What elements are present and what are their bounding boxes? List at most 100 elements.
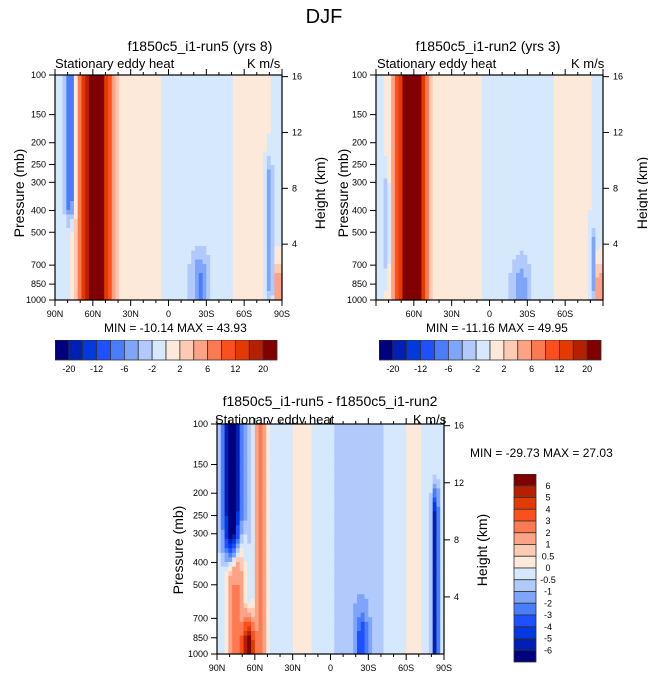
contour-cell	[55, 147, 60, 153]
contour-cell	[92, 273, 98, 279]
contour-cell	[194, 97, 200, 103]
contour-cell	[217, 237, 223, 243]
contour-cell	[100, 295, 105, 301]
contour-cell	[77, 79, 83, 85]
contour-cell	[123, 120, 128, 126]
contour-cell	[210, 156, 215, 162]
contour-cell	[550, 165, 555, 171]
contour-cell	[225, 201, 230, 207]
contour-cell	[138, 156, 143, 162]
contour-cell	[270, 210, 276, 216]
contour-cell	[580, 115, 585, 121]
contour-cell	[379, 129, 385, 135]
contour-cell	[179, 264, 185, 270]
contour-cell	[565, 93, 570, 99]
contour-cell	[198, 223, 204, 229]
contour-cell	[523, 151, 528, 157]
contour-cell	[259, 232, 264, 238]
contour-cell	[153, 277, 158, 283]
contour-cell	[153, 174, 158, 180]
contour-cell	[202, 255, 207, 261]
contour-cell	[115, 165, 120, 171]
contour-cell	[89, 174, 94, 180]
contour-cell	[459, 160, 464, 166]
contour-cell	[229, 205, 234, 211]
contour-cell	[164, 165, 170, 171]
contour-cell	[497, 75, 502, 81]
contour-cell	[77, 277, 83, 283]
contour-cell	[164, 232, 170, 238]
contour-cell	[58, 219, 64, 225]
contour-cell	[383, 174, 388, 180]
contour-cell	[123, 111, 128, 117]
colorbar-label: -6	[120, 364, 128, 374]
contour-cell	[417, 196, 422, 202]
contour-cell	[527, 129, 532, 135]
contour-cell	[62, 133, 67, 139]
contour-cell	[398, 120, 404, 126]
contour-cell	[213, 142, 219, 148]
contour-cell	[402, 84, 407, 90]
contour-cell	[213, 246, 219, 252]
contour-cell	[153, 79, 158, 85]
contour-cell	[474, 93, 479, 99]
contour-cell	[410, 124, 415, 130]
contour-cell	[236, 151, 241, 157]
contour-cell	[391, 102, 396, 108]
contour-cell	[391, 183, 396, 189]
contour-cell	[73, 124, 79, 130]
contour-cell	[240, 93, 245, 99]
contour-cell	[217, 214, 223, 220]
contour-cell	[217, 124, 223, 130]
contour-cell	[138, 174, 143, 180]
contour-cell	[232, 250, 238, 256]
contour-cell	[580, 124, 585, 130]
contour-cell	[534, 187, 540, 193]
contour-cell	[138, 111, 143, 117]
contour-cell	[229, 264, 234, 270]
contour-cell	[263, 295, 268, 301]
contour-cell	[145, 102, 151, 108]
contour-cell	[440, 106, 445, 112]
contour-cell	[81, 102, 86, 108]
contour-cell	[379, 205, 385, 211]
contour-cell	[111, 84, 117, 90]
contour-cell	[278, 147, 283, 153]
contour-cell	[466, 169, 472, 175]
contour-cell	[142, 196, 147, 202]
contour-cell	[187, 250, 192, 256]
contour-cell	[123, 273, 128, 279]
contour-cell	[172, 237, 177, 243]
contour-cell	[183, 210, 189, 216]
contour-cell	[546, 97, 551, 103]
contour-cell	[398, 147, 404, 153]
contour-cell	[398, 196, 404, 202]
contour-cell	[240, 160, 245, 166]
contour-cell	[444, 187, 449, 193]
contour-cell	[130, 232, 136, 238]
contour-cell	[194, 133, 200, 139]
contour-cell	[428, 187, 434, 193]
contour-cell	[138, 183, 143, 189]
contour-cell	[85, 210, 90, 216]
contour-cell	[447, 160, 453, 166]
contour-cell	[447, 111, 453, 117]
contour-cell	[92, 246, 98, 252]
contour-cell	[519, 187, 525, 193]
contour-cell	[176, 115, 181, 121]
contour-cell	[145, 223, 151, 229]
contour-cell	[198, 264, 204, 270]
contour-cell	[217, 192, 223, 198]
contour-cell	[157, 183, 162, 189]
contour-cell	[100, 282, 105, 288]
contour-cell	[508, 138, 513, 144]
contour-cell	[217, 142, 223, 148]
contour-cell	[104, 192, 109, 198]
contour-cell	[459, 133, 464, 139]
contour-cell	[85, 291, 90, 297]
contour-cell	[459, 142, 464, 148]
contour-cell	[179, 102, 185, 108]
contour-cell	[478, 106, 483, 112]
contour-cell	[542, 84, 547, 90]
contour-cell	[451, 192, 457, 198]
